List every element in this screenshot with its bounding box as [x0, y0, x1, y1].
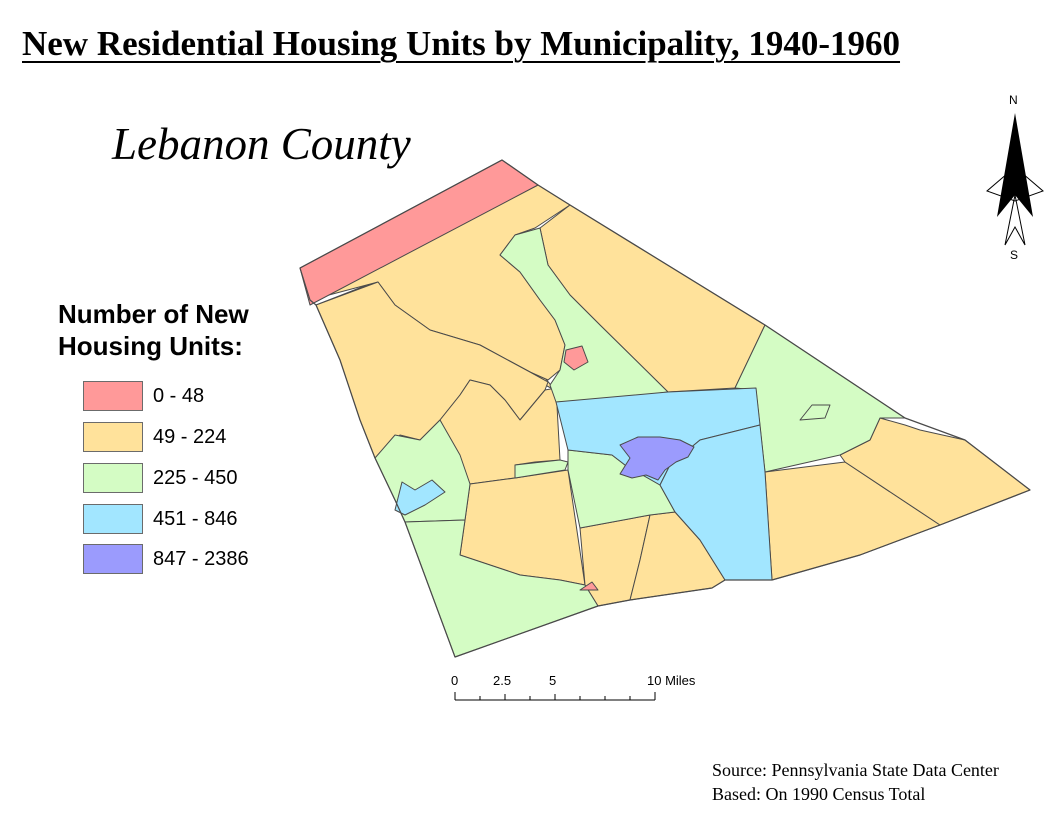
municipality-west-blue	[394, 479, 446, 516]
south-label: S	[1010, 248, 1019, 262]
legend-title: Number of New Housing Units:	[58, 298, 249, 362]
legend-label-class-2: 49 - 224	[153, 425, 227, 448]
scale-bar: 0 2.5 5 10 Miles	[440, 668, 720, 708]
map-title: New Residential Housing Units by Municip…	[22, 24, 901, 63]
legend-item-class-2: 49 - 224	[83, 422, 226, 452]
north-label: N	[1009, 93, 1018, 107]
legend-item-class-3: 225 - 450	[83, 463, 238, 493]
legend-item-class-4: 451 - 846	[83, 504, 238, 534]
enclave-east-outline	[799, 404, 831, 421]
county-name: Lebanon County	[112, 119, 411, 169]
scale-tick-label-5: 5	[549, 673, 557, 688]
legend-swatch-class-5	[83, 544, 143, 574]
legend-label-class-3: 225 - 450	[153, 466, 238, 489]
scale-tick-label-0: 0	[451, 673, 459, 688]
north-arrow: N S	[985, 93, 1045, 263]
legend-swatch-class-3	[83, 463, 143, 493]
scale-tick-label-10: 10 Miles	[647, 673, 696, 688]
scale-tick-label-2-5: 2.5	[493, 673, 512, 688]
county-outline	[299, 159, 1031, 658]
legend-label-class-5: 847 - 2386	[153, 547, 249, 570]
legend-item-class-5: 847 - 2386	[83, 544, 249, 574]
scale-bar-line	[454, 692, 656, 701]
municipality-tiny-red	[579, 581, 599, 591]
legend-swatch-class-2	[83, 422, 143, 452]
legend-swatch-class-1	[83, 381, 143, 411]
legend-label-class-4: 451 - 846	[153, 507, 238, 530]
source-note: Source: Pennsylvania State Data Center B…	[712, 758, 999, 806]
legend-label-class-1: 0 - 48	[153, 384, 205, 407]
legend-item-class-1: 0 - 48	[83, 381, 204, 411]
source-line-2: Based: On 1990 Census Total	[712, 784, 926, 804]
legend-title-line2: Housing Units:	[58, 331, 243, 361]
legend-swatch-class-4	[83, 504, 143, 534]
compass-icon	[986, 113, 1044, 246]
municipality-lebanon-city	[619, 436, 695, 481]
municipality-small-green	[514, 459, 569, 479]
municipality-small-red	[563, 345, 589, 371]
legend-title-line1: Number of New	[58, 299, 249, 329]
source-line-1: Source: Pennsylvania State Data Center	[712, 760, 999, 780]
